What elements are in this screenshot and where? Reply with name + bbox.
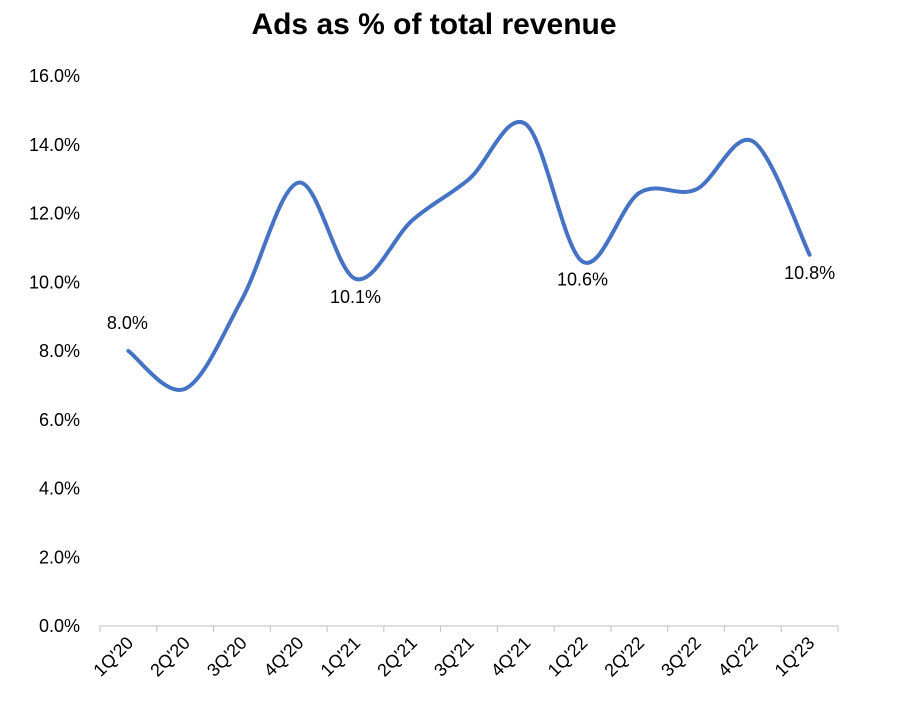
- x-tick-label: 2Q'20: [146, 633, 194, 681]
- y-tick-label: 14.0%: [29, 135, 80, 155]
- x-tick-label: 3Q'22: [657, 633, 705, 681]
- x-tick-label: 4Q'21: [487, 633, 535, 681]
- y-tick-label: 2.0%: [39, 547, 80, 567]
- x-tick-label: 1Q'23: [771, 633, 819, 681]
- chart-title: Ads as % of total revenue: [251, 8, 617, 41]
- x-tick-label: 4Q'20: [260, 633, 308, 681]
- x-tick-label: 2Q'21: [373, 633, 421, 681]
- x-tick-label: 4Q'22: [714, 633, 762, 681]
- data-label: 8.0%: [107, 313, 148, 333]
- x-tick-label: 1Q'22: [544, 633, 592, 681]
- data-label: 10.6%: [557, 270, 608, 290]
- x-tick-label: 1Q'20: [89, 633, 137, 681]
- y-axis: 0.0% 2.0% 4.0% 6.0% 8.0% 10.0% 12.0% 14.0% 16.0%: [29, 66, 80, 636]
- data-labels: 8.0% 10.1% 10.6% 10.8%: [107, 263, 835, 333]
- y-tick-label: 12.0%: [29, 204, 80, 224]
- x-tick-label: 2Q'22: [600, 633, 648, 681]
- y-tick-label: 16.0%: [29, 66, 80, 86]
- y-tick-label: 6.0%: [39, 410, 80, 430]
- series-line: [126, 119, 812, 392]
- data-label: 10.1%: [330, 287, 381, 307]
- x-tick-label: 3Q'20: [203, 633, 251, 681]
- y-tick-label: 10.0%: [29, 272, 80, 292]
- x-tick-label: 3Q'21: [430, 633, 478, 681]
- y-tick-label: 4.0%: [39, 479, 80, 499]
- y-tick-label: 8.0%: [39, 341, 80, 361]
- series-group: [126, 119, 812, 392]
- x-tick-label: 1Q'21: [317, 633, 365, 681]
- x-axis: 1Q'20 2Q'20 3Q'20 4Q'20 1Q'21 2Q'21 3Q'21 4Q'21…: [89, 625, 839, 681]
- data-label: 10.8%: [784, 263, 835, 283]
- y-tick-label: 0.0%: [39, 616, 80, 636]
